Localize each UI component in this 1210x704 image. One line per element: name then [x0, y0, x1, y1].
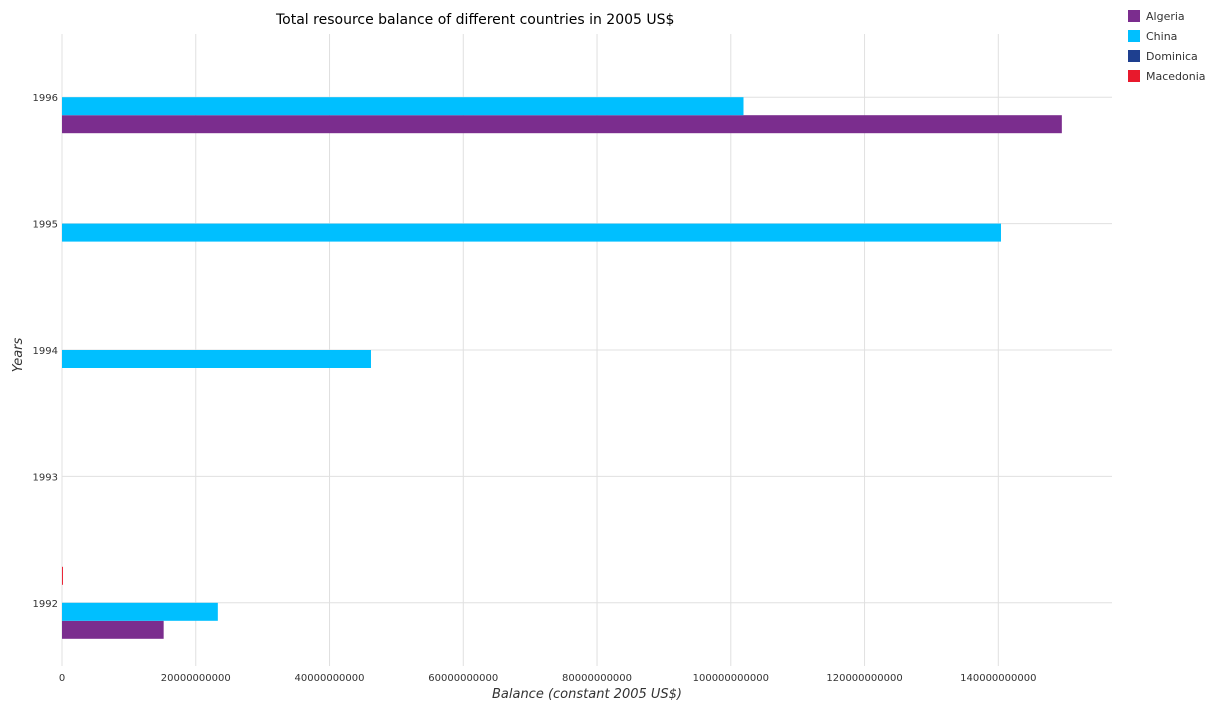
- legend-swatch: [1128, 30, 1140, 42]
- x-tick-label: 60000000000: [428, 673, 498, 684]
- y-tick-label: 1996: [33, 93, 58, 104]
- bar-algeria-1992: [62, 620, 164, 639]
- bar-algeria-1996: [62, 115, 1062, 134]
- y-tick-label: 1995: [33, 220, 58, 231]
- x-tick-label: 140000000000: [960, 673, 1036, 684]
- x-tick-label: 20000000000: [161, 673, 231, 684]
- x-tick-label: 100000000000: [693, 673, 769, 684]
- chart-title: Total resource balance of different coun…: [275, 12, 674, 28]
- y-tick-label: 1993: [33, 472, 58, 483]
- x-tick-label: 80000000000: [562, 673, 632, 684]
- bar-china-1995: [62, 223, 1001, 242]
- x-tick-label: 120000000000: [826, 673, 902, 684]
- legend-label: Algeria: [1146, 10, 1185, 23]
- legend-label: Dominica: [1146, 50, 1198, 63]
- bar-china-1994: [62, 350, 371, 368]
- bar-macedonia-1992: [62, 566, 63, 585]
- x-axis-label: Balance (constant 2005 US$): [492, 687, 682, 700]
- y-axis-label: Years: [11, 337, 26, 372]
- legend-label: Macedonia: [1146, 70, 1206, 83]
- legend-swatch: [1128, 70, 1140, 82]
- bar-china-1996: [62, 97, 744, 116]
- y-tick-label: 1992: [33, 599, 58, 610]
- legend-swatch: [1128, 50, 1140, 62]
- y-tick-label: 1994: [33, 346, 58, 357]
- bar-china-1992: [62, 602, 218, 621]
- bars-layer: [62, 97, 1062, 639]
- legend-label: China: [1146, 30, 1177, 43]
- axes-layer: 0 20000000000 40000000000 60000000000 800000…: [33, 93, 1037, 684]
- legend: Algeria China Dominica Macedonia: [1128, 10, 1206, 83]
- x-tick-label: 0: [59, 673, 65, 684]
- legend-swatch: [1128, 10, 1140, 22]
- x-tick-label: 40000000000: [295, 673, 365, 684]
